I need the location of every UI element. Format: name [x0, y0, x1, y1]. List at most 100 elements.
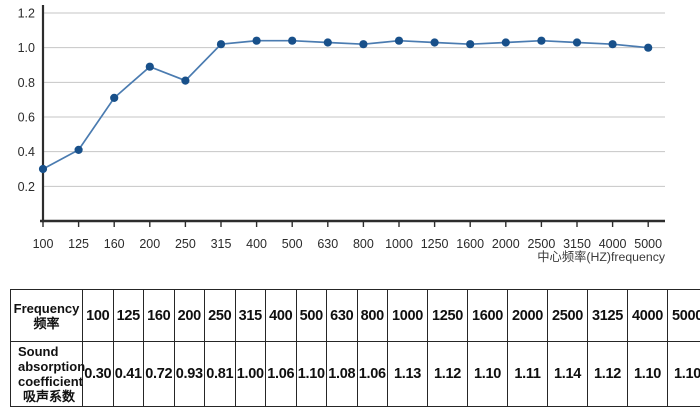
- y-tick-label: 0.8: [18, 76, 35, 90]
- chart-canvas: 0.2 0.4 0.6 0.8 1.0 1.2 100 125 160 200 250 315 400 5…: [18, 5, 666, 264]
- coefficient-cell: 1.06: [265, 341, 297, 407]
- data-point: [537, 36, 546, 45]
- frequency-label-zh: 频率: [33, 315, 60, 331]
- y-axis-labels: 0.2 0.4 0.6 0.8 1.0 1.2: [18, 7, 35, 194]
- frequency-cell: 160: [143, 289, 175, 342]
- data-points: [38, 36, 653, 174]
- data-point: [252, 36, 261, 45]
- x-tick-label: 1600: [456, 237, 484, 251]
- data-point: [466, 40, 475, 49]
- x-tick-label: 5000: [634, 237, 662, 251]
- grid-lines: [43, 12, 665, 187]
- x-tick-label: 125: [68, 237, 89, 251]
- frequency-cell: 125: [112, 289, 144, 342]
- x-tick-label: 1000: [385, 237, 413, 251]
- frequency-cell: 2500: [547, 289, 588, 342]
- x-tick-label: 2500: [527, 237, 555, 251]
- coefficient-cell: 1.00: [234, 341, 266, 407]
- coefficient-cell: 0.93: [173, 341, 205, 407]
- frequency-cell: 630: [326, 289, 358, 342]
- frequency-row-header: Frequency 频率: [10, 289, 83, 342]
- coefficient-cell: 0.41: [112, 341, 144, 407]
- x-tick-label: 400: [246, 237, 267, 251]
- data-point: [38, 164, 48, 174]
- frequency-cell: 3125: [587, 289, 628, 342]
- frequency-cell: 800: [356, 289, 388, 342]
- frequency-cell: 100: [82, 289, 114, 342]
- data-point: [110, 93, 119, 102]
- coefficient-cell: 1.11: [507, 341, 548, 407]
- absorption-coefficient-chart: 0.2 0.4 0.6 0.8 1.0 1.2 100 125 160 200 250 315 400 5…: [18, 5, 666, 264]
- coefficient-row: Sound absorption coefficient 吸声系数 0.30 0.…: [10, 341, 700, 407]
- y-tick-label: 0.4: [18, 145, 35, 159]
- coefficient-cell: 1.10: [627, 341, 668, 407]
- data-point: [181, 76, 190, 85]
- frequency-cell: 500: [295, 289, 327, 342]
- data-point: [572, 38, 582, 47]
- coefficient-cell: 0.30: [82, 341, 114, 407]
- coefficient-cell: 1.12: [587, 341, 628, 407]
- coefficient-label-line1: Sound: [18, 344, 59, 359]
- axes: [40, 5, 665, 223]
- x-tick-label: 160: [104, 237, 125, 251]
- y-tick-label: 1.0: [18, 41, 35, 55]
- data-point: [359, 40, 368, 49]
- x-axis-title: 中心频率(HZ)frequency: [537, 249, 666, 264]
- frequency-cell: 400: [265, 289, 297, 342]
- frequency-cell: 5000: [667, 289, 700, 342]
- coefficient-cell: 0.81: [204, 341, 236, 407]
- data-point: [608, 40, 617, 49]
- frequency-label-en: Frequency: [13, 300, 80, 316]
- coefficient-cell: 1.10: [295, 341, 327, 407]
- data-point: [288, 36, 297, 45]
- coefficient-cell: 1.13: [387, 341, 428, 407]
- x-tick-label: 200: [139, 237, 160, 251]
- frequency-cell: 1000: [387, 289, 428, 342]
- y-tick-label: 0.2: [18, 180, 35, 194]
- data-point: [145, 62, 154, 71]
- x-tick-label: 250: [175, 237, 196, 251]
- frequency-cell: 2000: [507, 289, 548, 342]
- absorption-table: Frequency 频率 100 125 160 200 250 315 400 500 630…: [10, 289, 700, 407]
- coefficient-cell: 1.10: [467, 341, 508, 407]
- frequency-cell: 200: [173, 289, 205, 342]
- x-tick-label: 1250: [421, 237, 449, 251]
- x-tick-label: 4000: [599, 237, 627, 251]
- coefficient-label-line3: coefficient: [18, 374, 84, 389]
- data-point: [644, 43, 653, 52]
- x-tick-label: 630: [317, 237, 338, 251]
- x-axis-labels: 100 125 160 200 250 315 400 500 630 800 1000 1250 16…: [33, 237, 663, 251]
- frequency-cell: 1600: [467, 289, 508, 342]
- data-point: [501, 38, 510, 47]
- frequency-row: Frequency 频率 100 125 160 200 250 315 400 500 630…: [10, 289, 700, 342]
- x-tick-label: 100: [33, 237, 54, 251]
- coefficient-label-zh: 吸声系数: [23, 389, 76, 404]
- x-tick-label: 800: [353, 237, 374, 251]
- coefficient-cell: 1.14: [547, 341, 588, 407]
- coefficient-label-line2: absorption: [18, 359, 86, 374]
- coefficient-cell: 0.72: [143, 341, 175, 407]
- data-point: [430, 38, 439, 47]
- coefficient-row-header: Sound absorption coefficient 吸声系数: [10, 341, 86, 407]
- x-axis-ticks: [42, 221, 649, 227]
- x-tick-label: 315: [211, 237, 232, 251]
- x-tick-label: 500: [282, 237, 303, 251]
- y-tick-label: 0.6: [18, 111, 35, 125]
- data-line: [42, 39, 649, 170]
- coefficient-cell: 1.06: [356, 341, 388, 407]
- coefficient-cell: 1.12: [427, 341, 468, 407]
- data-point: [74, 145, 83, 154]
- frequency-cell: 315: [234, 289, 266, 342]
- x-tick-label: 3150: [563, 237, 591, 251]
- frequency-cell: 1250: [427, 289, 468, 342]
- data-point: [323, 38, 332, 47]
- x-tick-label: 2000: [492, 237, 520, 251]
- coefficient-cell: 1.08: [326, 341, 358, 407]
- frequency-cell: 250: [204, 289, 236, 342]
- data-point: [394, 36, 404, 45]
- frequency-cell: 4000: [627, 289, 668, 342]
- y-tick-label: 1.2: [18, 7, 35, 21]
- data-point: [216, 40, 226, 49]
- coefficient-cell: 1.10: [667, 341, 700, 407]
